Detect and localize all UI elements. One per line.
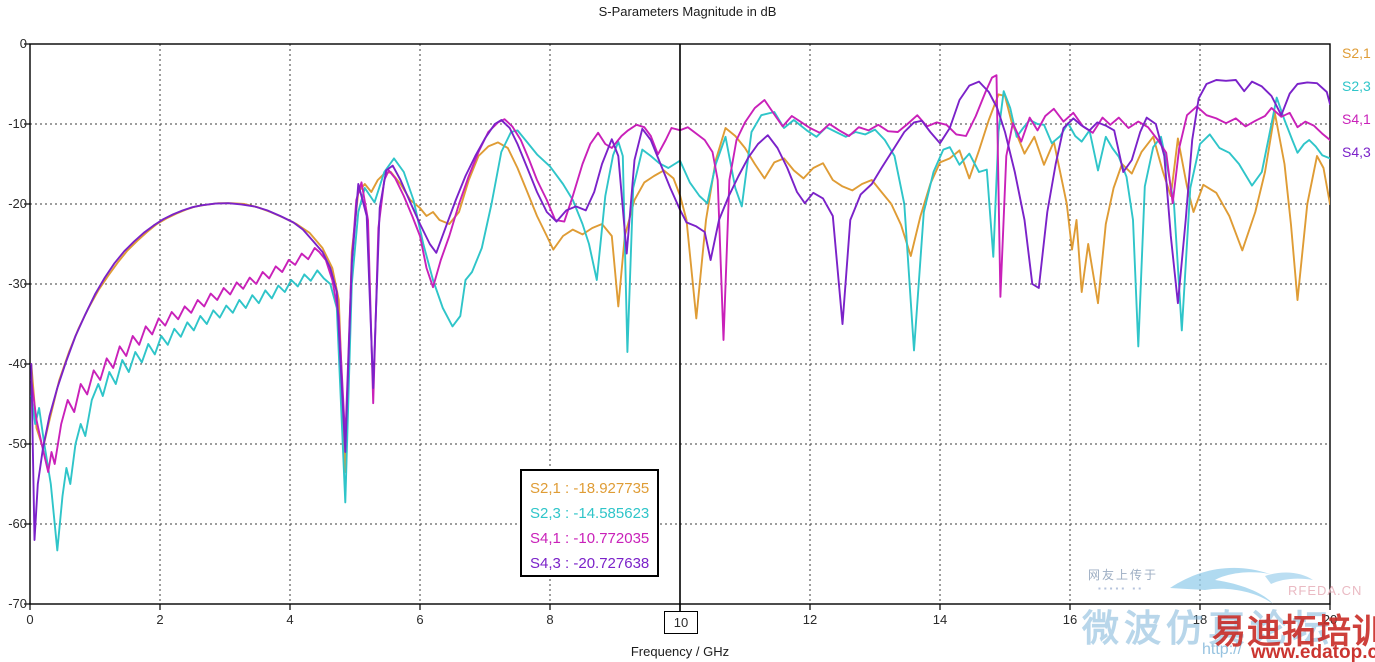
- y-tick-label: -10: [8, 116, 27, 131]
- x-tick-label: 18: [1192, 612, 1208, 627]
- x-tick-label: 20: [1322, 612, 1338, 627]
- marker-readout-s23: S2,3 : -14.585623: [530, 505, 650, 522]
- y-tick-label: -20: [8, 196, 27, 211]
- x-tick-label: 2: [156, 612, 164, 627]
- watermark-dots: ▪▪▪▪▪ ▪▪: [1098, 584, 1145, 593]
- legend-item-s23: S2,3: [1342, 78, 1371, 94]
- legend-item-s41: S4,1: [1342, 111, 1371, 127]
- marker-frequency-label[interactable]: 10: [664, 611, 698, 634]
- x-axis-label: Frequency / GHz: [630, 644, 730, 659]
- marker-readout-s41: S4,1 : -10.772035: [530, 530, 650, 547]
- legend-item-s43: S4,3: [1342, 144, 1371, 160]
- marker-readout-lines: S2,1 : -18.927735 S2,3 : -14.585623 S4,1 :…: [530, 476, 657, 576]
- watermark-upload-note: 网友上传于: [1088, 568, 1159, 582]
- watermark-forum-name: 微波仿真论坛: [1082, 608, 1334, 649]
- y-tick-label: -40: [8, 356, 27, 371]
- x-tick-label: 14: [932, 612, 948, 627]
- x-tick-label: 8: [546, 612, 554, 627]
- x-tick-label: 0: [26, 612, 34, 627]
- x-tick-label: 16: [1062, 612, 1078, 627]
- x-tick-label: 4: [286, 612, 294, 627]
- bird-logo-watermark: [1170, 567, 1313, 604]
- watermark-rfeda-text: RFEDA.CN: [1288, 583, 1363, 598]
- x-tick-label: 6: [416, 612, 424, 627]
- watermark-edatop-title: 易迪拓培训: [1212, 613, 1375, 651]
- y-tick-label: 0: [19, 36, 27, 51]
- marker-readout-s21: S2,1 : -18.927735: [530, 480, 650, 497]
- curve-s23: [30, 90, 1330, 552]
- curve-s43: [30, 79, 1330, 541]
- watermark-edatop-url: www.edatop.com: [1251, 642, 1375, 662]
- y-tick-label: -50: [8, 436, 27, 451]
- y-tick-label: -60: [8, 516, 27, 531]
- chart-title: S-Parameters Magnitude in dB: [598, 4, 777, 19]
- y-tick-label: -70: [8, 596, 27, 611]
- marker-readout-s43: S4,3 : -20.727638: [530, 555, 650, 572]
- legend-item-s21: S2,1: [1342, 45, 1371, 61]
- x-tick-label: 12: [802, 612, 818, 627]
- watermark-http-text: http://: [1202, 641, 1243, 658]
- marker-readout-box[interactable]: S2,1 : -18.927735 S2,3 : -14.585623 S4,1 :…: [520, 469, 659, 577]
- y-tick-label: -30: [8, 276, 27, 291]
